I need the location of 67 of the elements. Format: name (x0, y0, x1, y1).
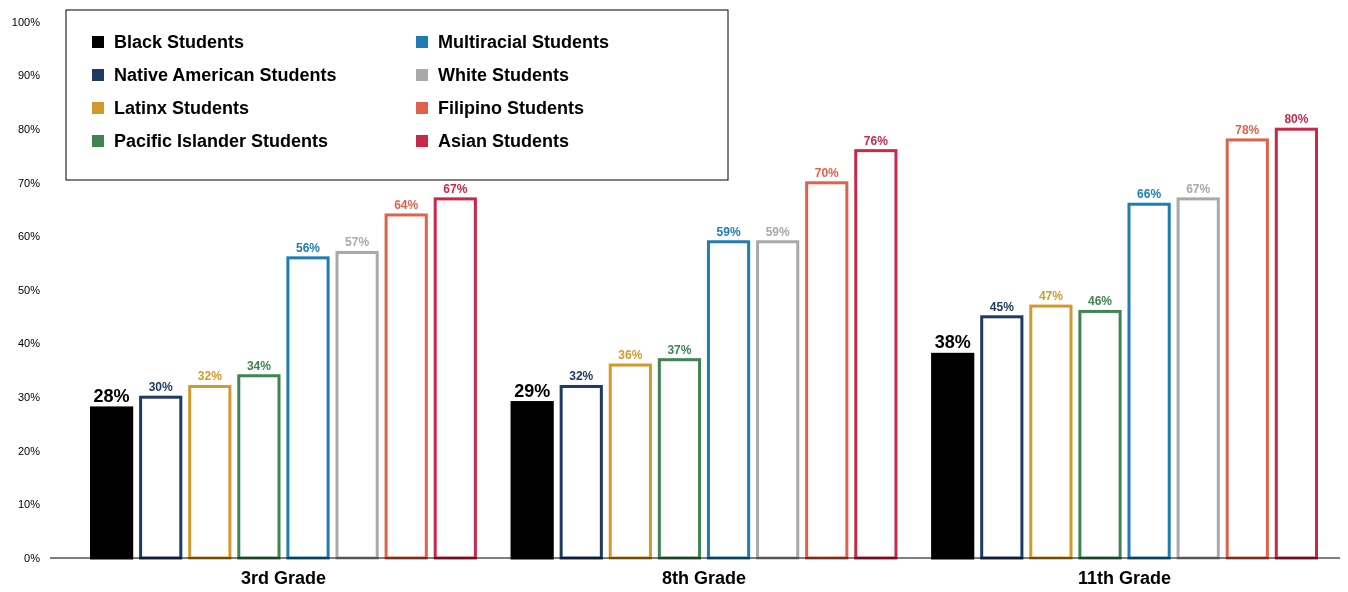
y-tick-label: 50% (17, 283, 41, 296)
data-label: 59% (716, 224, 741, 239)
data-label: 46% (1087, 294, 1113, 309)
legend-label: Multiracial Students (438, 32, 610, 52)
data-label: 66% (1137, 187, 1162, 202)
data-label: 28% (93, 385, 130, 406)
data-label: 32% (569, 369, 594, 384)
data-label: 67% (443, 181, 468, 196)
legend-label: Black Students (114, 32, 245, 52)
data-label: 45% (989, 299, 1015, 314)
legend-label: Filipino Students (438, 98, 584, 118)
data-label: 64% (394, 197, 419, 212)
data-label: 34% (246, 358, 272, 373)
bar (657, 358, 702, 560)
x-tick-label: 8th Grade (661, 568, 747, 588)
bar (139, 395, 183, 560)
y-tick-label: 60% (17, 230, 41, 243)
legend-label: Pacific Islander Students (114, 131, 329, 151)
data-label: 78% (1235, 122, 1260, 137)
data-label: 80% (1284, 112, 1309, 127)
bar (1029, 304, 1073, 560)
bar (805, 181, 849, 560)
legend-label: Native American Students (114, 65, 337, 85)
bar (756, 240, 800, 560)
bar (608, 363, 652, 560)
y-tick-label: 90% (17, 69, 41, 82)
legend-label: Asian Students (438, 131, 570, 151)
bar (237, 374, 281, 560)
bar (1176, 197, 1220, 560)
y-tick-label: 0% (24, 551, 41, 564)
bar (1127, 202, 1171, 560)
bar (188, 384, 232, 560)
bar (1225, 138, 1269, 560)
data-label: 70% (814, 165, 840, 180)
y-tick-label: 80% (17, 123, 41, 136)
bar (335, 250, 379, 560)
data-label: 32% (197, 369, 223, 384)
data-label: 57% (345, 235, 370, 250)
bar (1078, 309, 1122, 560)
data-label: 38% (934, 332, 971, 353)
data-label: 59% (765, 224, 790, 239)
data-label: 29% (514, 380, 551, 401)
y-tick-label: 70% (17, 176, 41, 189)
bar (706, 240, 751, 560)
bar (286, 256, 330, 560)
bar (1274, 127, 1318, 560)
bar (559, 384, 603, 560)
data-label: 37% (667, 342, 692, 357)
bar (980, 315, 1024, 560)
y-tick-label: 10% (17, 498, 41, 511)
y-tick-label: 100% (11, 15, 41, 28)
y-tick-label: 30% (17, 391, 41, 404)
legend-label: White Students (438, 65, 569, 85)
data-label: 47% (1038, 289, 1064, 304)
data-label: 76% (863, 133, 889, 148)
bar (854, 149, 898, 560)
data-label: 56% (295, 240, 321, 255)
x-tick-label: 3rd Grade (240, 568, 326, 588)
y-tick-label: 40% (17, 337, 41, 350)
bar (433, 197, 477, 560)
data-label: 36% (618, 348, 643, 363)
y-tick-label: 20% (17, 444, 41, 457)
data-label: 30% (148, 380, 174, 395)
x-tick-label: 11th Grade (1078, 568, 1172, 588)
legend-label: Latinx Students (114, 98, 250, 118)
bar (384, 213, 428, 560)
data-label: 67% (1186, 181, 1211, 196)
